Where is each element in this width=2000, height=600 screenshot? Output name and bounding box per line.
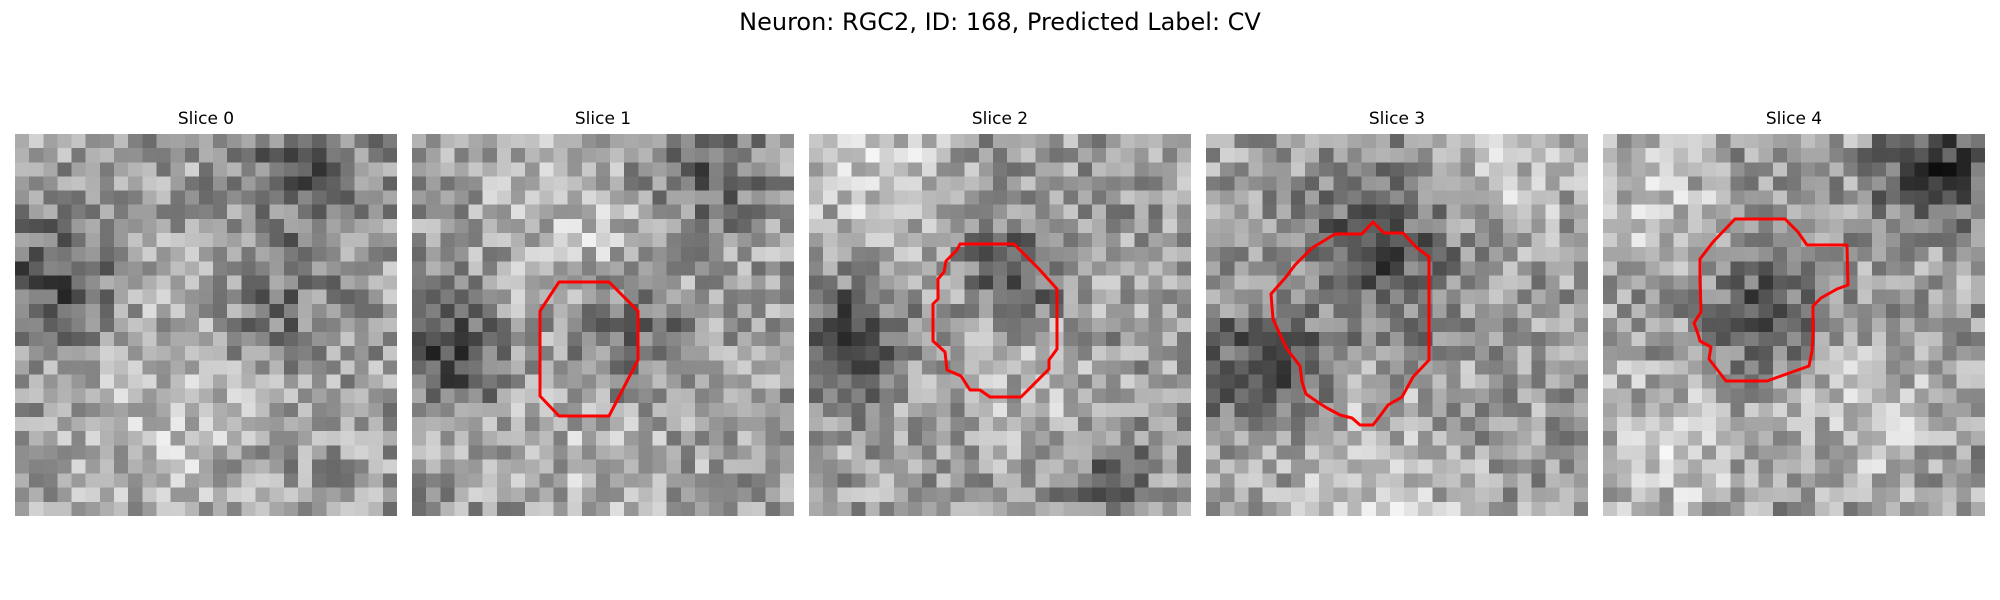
slice-title-4: Slice 4 — [1603, 108, 1985, 130]
slice-pixels-0 — [15, 134, 397, 516]
slice-title-2: Slice 2 — [809, 108, 1191, 130]
figure-title: Neuron: RGC2, ID: 168, Predicted Label: … — [0, 6, 2000, 38]
slice-title-3: Slice 3 — [1206, 108, 1588, 130]
slice-panel-3: Slice 3 — [1206, 108, 1588, 516]
slice-panel-0: Slice 0 — [15, 108, 397, 516]
slice-pixels-1 — [412, 134, 794, 516]
slice-title-1: Slice 1 — [412, 108, 794, 130]
slice-panel-4: Slice 4 — [1603, 108, 1985, 516]
slice-image-4 — [1603, 134, 1985, 516]
slice-image-1 — [412, 134, 794, 516]
slice-image-3 — [1206, 134, 1588, 516]
slice-pixels-2 — [809, 134, 1191, 516]
slice-image-0 — [15, 134, 397, 516]
slice-pixels-3 — [1206, 134, 1588, 516]
slice-panel-1: Slice 1 — [412, 108, 794, 516]
slice-pixels-4 — [1603, 134, 1985, 516]
slice-image-2 — [809, 134, 1191, 516]
slice-panel-2: Slice 2 — [809, 108, 1191, 516]
slice-title-0: Slice 0 — [15, 108, 397, 130]
